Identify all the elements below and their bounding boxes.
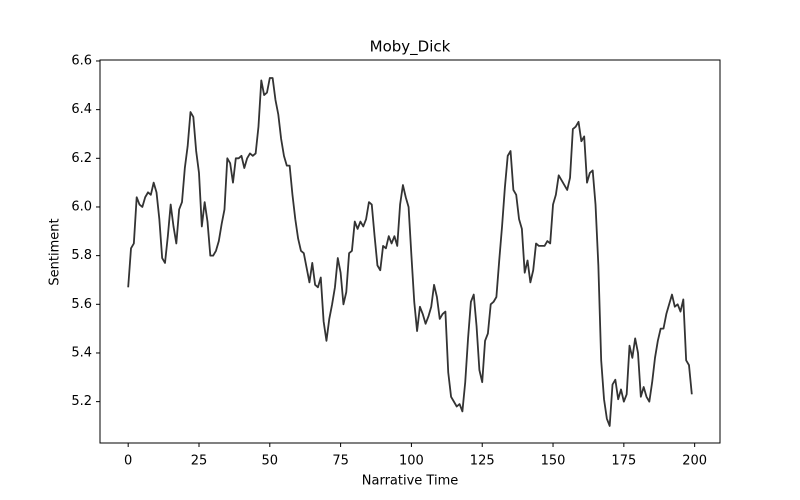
y-tick-label: 6.4 — [71, 102, 92, 117]
y-tick-label: 5.2 — [71, 394, 92, 409]
x-tick-label: 50 — [262, 454, 279, 469]
y-tick-label: 6.2 — [71, 151, 92, 166]
chart-title: Moby_Dick — [370, 38, 451, 57]
y-tick-label: 5.8 — [71, 248, 92, 263]
x-tick-label: 100 — [399, 454, 424, 469]
x-tick-label: 150 — [541, 454, 566, 469]
data-line — [127, 77, 693, 427]
y-tick-label: 5.6 — [71, 297, 92, 312]
y-tick-label: 5.4 — [71, 345, 92, 360]
x-tick-label: 75 — [332, 454, 349, 469]
x-tick-label: 125 — [470, 454, 495, 469]
x-tick-label: 0 — [124, 454, 132, 469]
y-axis-label: Sentiment — [48, 218, 63, 285]
x-axis-label: Narrative Time — [362, 474, 458, 489]
plot-frame — [99, 59, 721, 444]
x-tick-label: 200 — [682, 454, 707, 469]
x-tick-label: 175 — [611, 454, 636, 469]
y-tick-label: 6.0 — [71, 199, 92, 214]
x-tick-label: 25 — [191, 454, 208, 469]
y-tick-label: 6.6 — [71, 53, 92, 68]
